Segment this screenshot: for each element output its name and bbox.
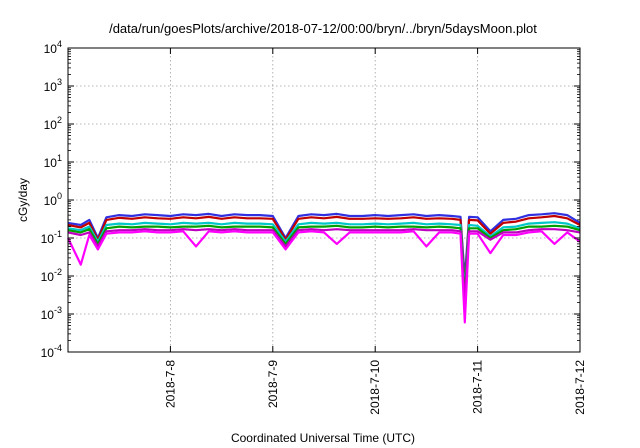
y-tick-label: 102 xyxy=(44,115,62,132)
x-tick-label: 2018-7-8 xyxy=(163,360,177,408)
y-tick-label: 103 xyxy=(44,77,62,94)
y-tick-label: 104 xyxy=(44,39,62,56)
data-series-line-6 xyxy=(67,230,581,324)
x-tick-labels: 2018-7-8 2018-7-9 2018-7-10 2018-7-11 2018-7… xyxy=(163,360,587,415)
x-tick-label: 2018-7-10 xyxy=(368,360,382,415)
data-series-line-1 xyxy=(67,212,581,281)
x-axis-label: Coordinated Universal Time (UTC) xyxy=(231,431,415,445)
data-series-line-4 xyxy=(67,224,581,297)
tick-layer xyxy=(68,47,581,353)
x-tick-label: 2018-7-11 xyxy=(471,360,485,414)
chart-title: /data/run/goesPlots/archive/2018-07-12/0… xyxy=(109,21,537,36)
y-tick-label: 10-4 xyxy=(41,343,62,360)
y-tick-label: 101 xyxy=(44,153,62,170)
series-layer xyxy=(67,212,581,324)
data-series-line-3 xyxy=(67,221,581,293)
y-tick-label: 10-1 xyxy=(41,229,62,246)
y-tick-label: 10-3 xyxy=(41,305,62,322)
x-tick-label: 2018-7-12 xyxy=(573,360,587,415)
data-series-line-5 xyxy=(67,228,581,304)
grid-layer xyxy=(68,48,580,352)
data-series-line-2 xyxy=(67,214,581,289)
y-tick-label: 10-2 xyxy=(41,267,62,284)
y-tick-labels: 10-4 10-3 10-2 10-1 100 101 102 103 104 xyxy=(41,39,62,360)
x-tick-label: 2018-7-9 xyxy=(266,360,280,408)
y-axis-label: cGy/day xyxy=(16,178,30,222)
y-tick-label: 100 xyxy=(44,191,62,208)
